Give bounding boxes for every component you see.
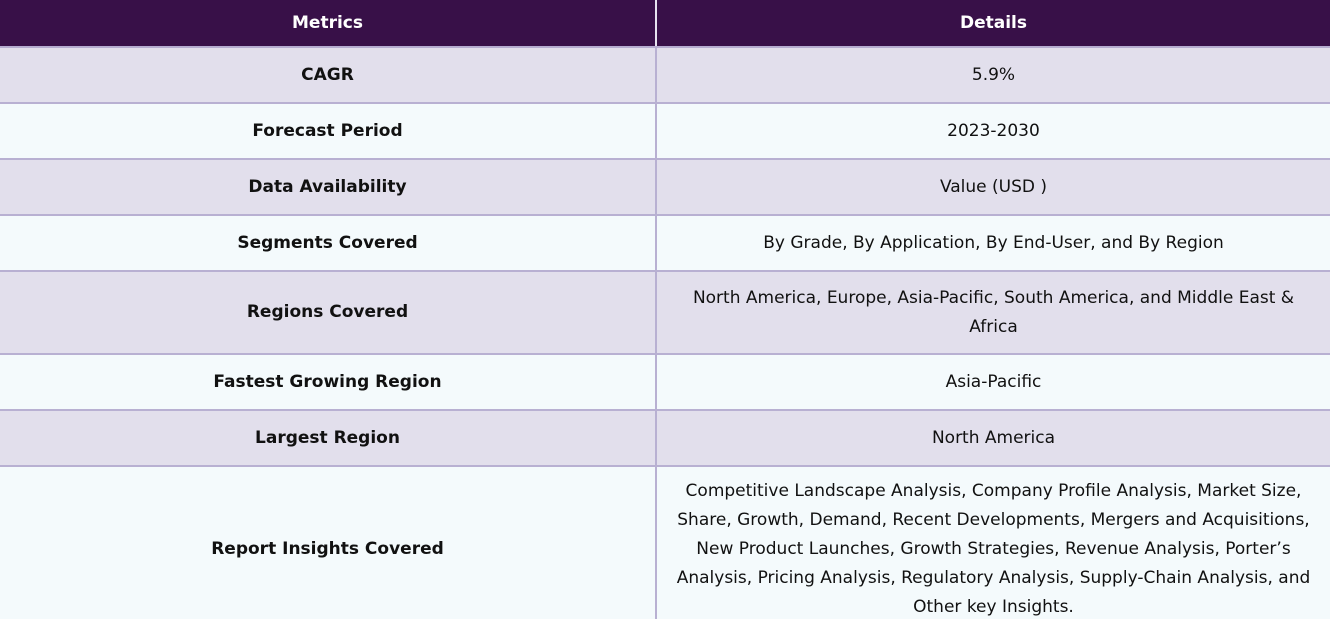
table-row: Largest Region North America <box>0 410 1330 467</box>
metric-cell: Fastest Growing Region <box>0 354 657 411</box>
detail-cell: 5.9% <box>656 47 1330 104</box>
table-row: Regions Covered North America, Europe, A… <box>0 271 1330 355</box>
table-body: CAGR 5.9% Forecast Period 2023-2030 Data… <box>0 47 1330 619</box>
detail-cell: Value (USD ) <box>656 159 1330 216</box>
detail-cell: 2023-2030 <box>656 103 1330 160</box>
table-row: Report Insights Covered Competitive Land… <box>0 466 1330 619</box>
detail-cell: Competitive Landscape Analysis, Company … <box>656 466 1330 619</box>
table-row: Data Availability Value (USD ) <box>0 159 1330 216</box>
detail-cell: North America <box>656 410 1330 467</box>
table-row: CAGR 5.9% <box>0 47 1330 104</box>
table-row: Segments Covered By Grade, By Applicatio… <box>0 215 1330 272</box>
table-row: Fastest Growing Region Asia-Pacific <box>0 354 1330 411</box>
metric-cell: Largest Region <box>0 410 657 467</box>
detail-cell: North America, Europe, Asia-Pacific, Sou… <box>656 271 1330 355</box>
metric-cell: Segments Covered <box>0 215 657 272</box>
table-row: Forecast Period 2023-2030 <box>0 103 1330 160</box>
header-metrics: Metrics <box>0 0 657 48</box>
header-details: Details <box>656 0 1330 48</box>
metric-cell: Report Insights Covered <box>0 466 657 619</box>
header-row: Metrics Details <box>0 0 1330 48</box>
metric-cell: Forecast Period <box>0 103 657 160</box>
table-header: Metrics Details <box>0 0 1330 48</box>
metric-cell: CAGR <box>0 47 657 104</box>
detail-cell: By Grade, By Application, By End-User, a… <box>656 215 1330 272</box>
detail-cell: Asia-Pacific <box>656 354 1330 411</box>
metric-cell: Data Availability <box>0 159 657 216</box>
metric-cell: Regions Covered <box>0 271 657 355</box>
